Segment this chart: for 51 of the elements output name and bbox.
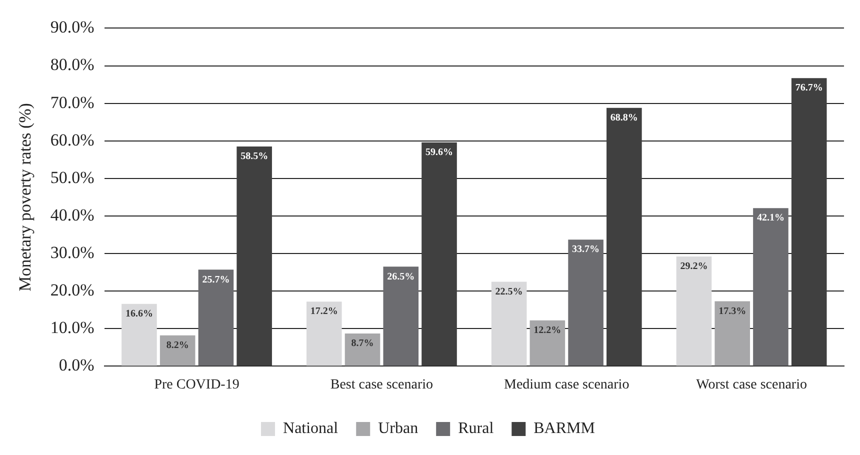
y-tick-label: 20.0% xyxy=(50,280,94,300)
y-tick-label: 40.0% xyxy=(50,205,94,224)
bar xyxy=(122,304,157,366)
bar xyxy=(753,208,788,366)
data-label: 26.5% xyxy=(387,271,415,282)
bar xyxy=(198,270,234,366)
legend-label: National xyxy=(283,420,339,438)
bar xyxy=(606,108,642,366)
data-label: 68.8% xyxy=(610,112,638,124)
y-tick-label: 80.0% xyxy=(50,55,94,74)
y-tick-label: 10.0% xyxy=(50,318,94,338)
data-label: 25.7% xyxy=(202,274,230,286)
y-tick-label: 50.0% xyxy=(50,168,94,187)
x-tick-label: Pre COVID-19 xyxy=(154,377,240,392)
y-tick-label: 30.0% xyxy=(50,243,94,262)
legend-label: Urban xyxy=(378,420,418,438)
data-label: 76.7% xyxy=(795,82,823,94)
x-tick-label: Best case scenario xyxy=(330,377,434,392)
bar xyxy=(306,302,342,366)
bar xyxy=(422,142,457,366)
data-label: 8.7% xyxy=(351,338,374,350)
legend-label: BARMM xyxy=(534,420,595,438)
x-tick-label: Medium case scenario xyxy=(504,377,630,392)
data-label: 16.6% xyxy=(125,308,153,320)
bar xyxy=(160,335,196,366)
data-label: 17.3% xyxy=(718,306,746,317)
data-label: 58.5% xyxy=(240,151,268,162)
data-label: 12.2% xyxy=(534,324,562,336)
bar xyxy=(383,266,419,366)
x-tick-label: Worst case scenario xyxy=(696,377,807,392)
legend-label: Rural xyxy=(458,420,494,438)
y-tick-label: 0.0% xyxy=(58,356,94,375)
bar xyxy=(676,256,712,366)
data-label: 17.2% xyxy=(310,306,338,318)
y-tick-label: 60.0% xyxy=(50,130,94,150)
bar xyxy=(530,320,566,366)
data-label: 8.2% xyxy=(166,340,189,351)
bar xyxy=(491,282,527,366)
bar xyxy=(791,78,827,366)
y-axis-title: Monetary poverty rates (%) xyxy=(16,103,35,292)
bar xyxy=(568,240,604,366)
data-label: 42.1% xyxy=(756,212,784,224)
data-label: 33.7% xyxy=(572,244,600,256)
bar xyxy=(236,146,272,366)
data-label: 22.5% xyxy=(495,286,523,298)
bar xyxy=(344,334,380,366)
y-tick-label: 90.0% xyxy=(50,18,94,37)
y-tick-label: 70.0% xyxy=(50,92,94,112)
bar xyxy=(714,301,750,366)
data-label: 59.6% xyxy=(426,146,453,158)
data-label: 29.2% xyxy=(680,261,708,272)
